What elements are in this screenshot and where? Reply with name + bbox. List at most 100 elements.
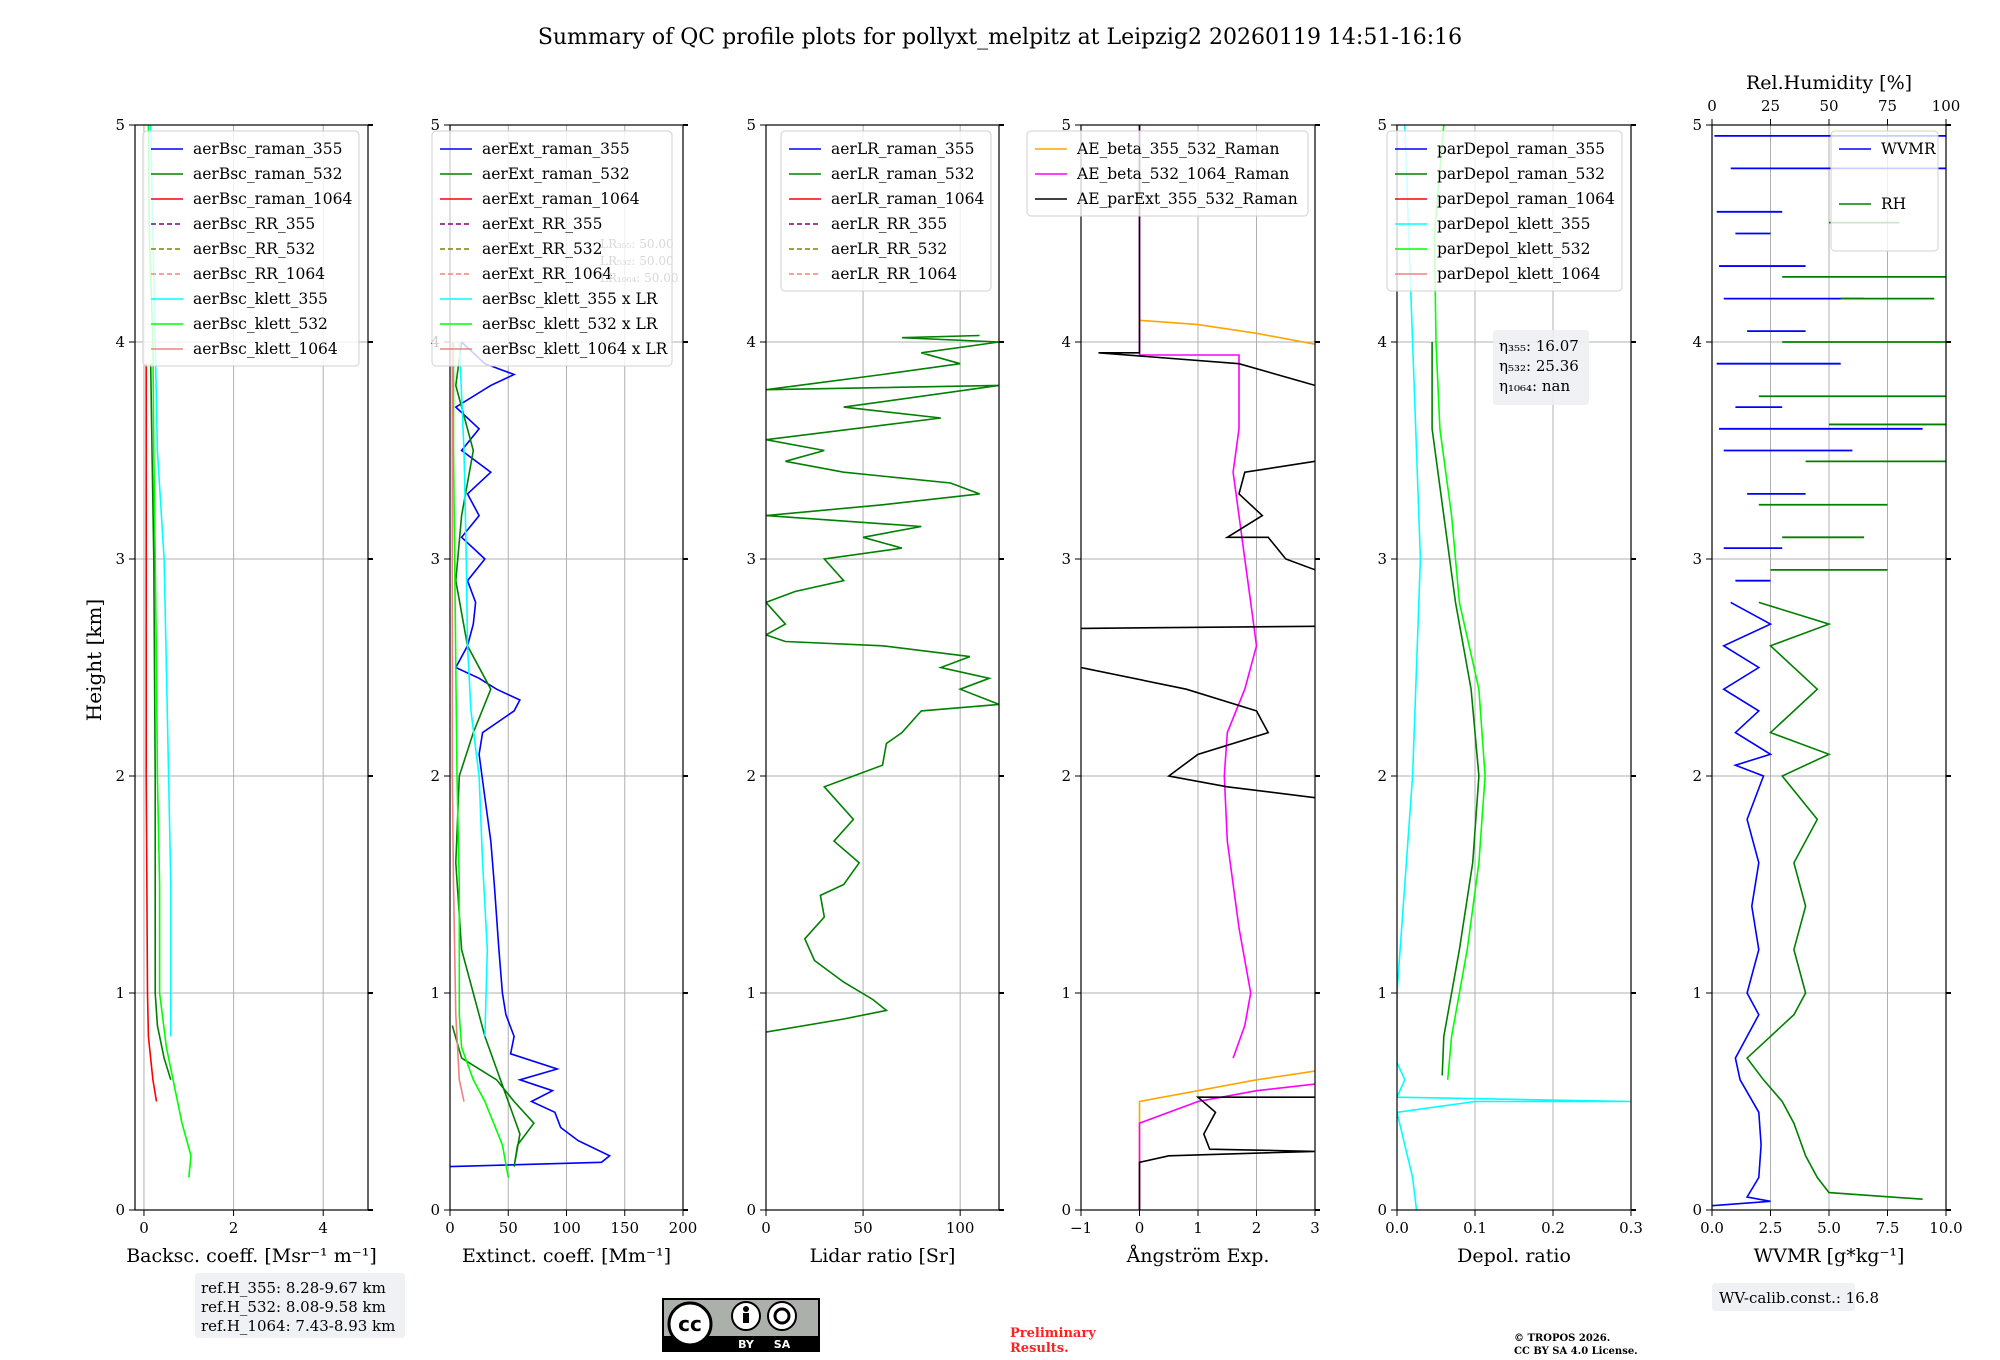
legend-label: aerLR_raman_355	[831, 140, 974, 158]
series-AE_beta_532_1064_Raman	[1138, 1083, 1315, 1210]
y-tick-label-4: 4	[746, 333, 756, 351]
legend: WVMR RH	[1830, 130, 1939, 252]
y-tick-label-5: 5	[746, 116, 756, 134]
axes-frame	[765, 124, 1000, 1211]
series-group	[1712, 134, 1946, 1207]
top-tick-label-1: 25	[1761, 97, 1780, 115]
legend: aerExt_raman_355 aerExt_raman_532 aerExt_r…	[431, 130, 673, 367]
series-aerBsc_raman_1064	[145, 363, 158, 1102]
legend-label: aerExt_RR_355	[482, 215, 603, 233]
series-AE_parExt_355_532_Raman_top2	[1098, 125, 1315, 387]
x-tick-label-1: 50	[854, 1219, 873, 1237]
y-tick-label-3: 3	[1377, 550, 1387, 568]
y-tick-label-5: 5	[1692, 116, 1702, 134]
x-axis-label: Lidar ratio [Sr]	[810, 1245, 956, 1267]
wv-calib-constant: WV-calib.const.: 16.8	[1719, 1289, 1879, 1307]
y-tick-label-3: 3	[115, 550, 125, 568]
y-axis-label: Height [km]	[82, 599, 106, 721]
legend-label: aerBsc_klett_1064	[193, 340, 338, 358]
legend: AE_beta_355_532_Raman AE_beta_532_1064_Ra…	[1026, 130, 1309, 217]
y-tick-label-2: 2	[1692, 767, 1702, 785]
series-parDepol_klett_532	[1433, 125, 1486, 1080]
y-tick-label-3: 3	[1061, 550, 1071, 568]
legend-label: aerBsc_raman_355	[193, 140, 343, 158]
series-aerExt_raman_355	[450, 341, 612, 1168]
x-tick-label-2: 100	[552, 1219, 581, 1237]
y-tick-label-0: 0	[1692, 1201, 1702, 1219]
faint-lr-label-1: LR₅₃₂: 50.00	[600, 254, 674, 268]
series-AE_beta_532_1064_Raman_upper	[1138, 125, 1258, 1059]
legend-label: WVMR	[1881, 140, 1937, 158]
x-tick-label-4: 10.0	[1929, 1219, 1962, 1237]
x-tick-label-3: 0.3	[1619, 1219, 1643, 1237]
legend-label: aerBsc_raman_1064	[193, 190, 353, 208]
series-aerBsc_raman_532	[149, 363, 172, 1081]
copyright-line-1: © TROPOS 2026.	[1514, 1333, 1610, 1344]
preliminary-line-1: Preliminary	[1010, 1326, 1096, 1341]
y-tick-label-3: 3	[746, 550, 756, 568]
series-parDepol_raman_532	[1431, 342, 1480, 1076]
ref-height-1064: ref.H_1064: 7.43-8.93 km	[201, 1317, 395, 1335]
y-tick-label-2: 2	[1061, 767, 1071, 785]
series-WVMR	[1712, 601, 1773, 1207]
ref-height-355: ref.H_355: 8.28-9.67 km	[201, 1279, 386, 1297]
series-AE_beta_355_532_Raman	[1138, 1070, 1315, 1210]
legend-label: aerBsc_klett_1064 x LR	[482, 340, 669, 358]
series-aerBsc_klett_1064 x LR	[451, 342, 465, 1102]
axes-frame	[1396, 124, 1632, 1211]
legend-label: aerBsc_RR_355	[193, 215, 315, 233]
y-tick-label-0: 0	[746, 1201, 756, 1219]
y-tick-label-0: 0	[430, 1201, 440, 1219]
legend-label: aerLR_RR_355	[831, 215, 947, 233]
top-tick-label-3: 75	[1878, 97, 1897, 115]
legend-label: aerBsc_RR_532	[193, 240, 315, 258]
legend-label: aerBsc_klett_532 x LR	[482, 315, 659, 333]
by-icon-head	[743, 1306, 749, 1312]
y-tick-label-0: 0	[1061, 1201, 1071, 1219]
eta-value-0: η₃₅₅: 16.07	[1499, 337, 1579, 355]
x-tick-label-0: 0	[761, 1219, 771, 1237]
x-tick-label-3: 150	[610, 1219, 639, 1237]
series-group	[766, 334, 999, 1033]
series-AE_parExt_355_532_Raman_top	[1224, 460, 1315, 571]
panel-ext: 050100150200012345Extinct. coeff. [Mm⁻¹]…	[430, 116, 697, 1267]
legend-label: RH	[1881, 195, 1906, 213]
by-icon-body	[743, 1313, 749, 1323]
y-tick-label-5: 5	[430, 116, 440, 134]
legend-label: aerBsc_klett_355	[193, 290, 328, 308]
x-tick-label-0: 0.0	[1385, 1219, 1409, 1237]
x-tick-label-0: 0	[139, 1219, 149, 1237]
figure-title: Summary of QC profile plots for pollyxt_…	[538, 25, 1462, 50]
series-aerLR_raman_532	[766, 334, 999, 1033]
legend-label: aerLR_raman_532	[831, 165, 974, 183]
legend-label: aerExt_raman_532	[482, 165, 630, 183]
legend: parDepol_raman_355 parDepol_raman_532 parD…	[1386, 130, 1623, 292]
y-tick-label-0: 0	[1377, 1201, 1387, 1219]
y-tick-label-4: 4	[1061, 333, 1071, 351]
y-tick-label-5: 5	[115, 116, 125, 134]
eta-box: η₃₅₅: 16.07 η₅₃₂: 25.36 η₁₀₆₄: nan	[1493, 330, 1589, 405]
legend: aerBsc_raman_355 aerBsc_raman_532 aerBsc_r…	[142, 130, 360, 367]
eta-value-1: η₅₃₂: 25.36	[1499, 357, 1579, 375]
top-axis-label: Rel.Humidity [%]	[1746, 72, 1912, 94]
legend-box	[1026, 130, 1309, 217]
y-tick-label-5: 5	[1061, 116, 1071, 134]
x-tick-label-2: 4	[318, 1219, 328, 1237]
legend-label: aerLR_RR_1064	[831, 265, 957, 283]
y-tick-label-1: 1	[746, 984, 756, 1002]
y-tick-label-2: 2	[1377, 767, 1387, 785]
legend-box	[431, 130, 673, 367]
legend-label: aerBsc_RR_1064	[193, 265, 325, 283]
eta-value-2: η₁₀₆₄: nan	[1499, 377, 1570, 395]
y-tick-label-2: 2	[430, 767, 440, 785]
y-tick-label-3: 3	[430, 550, 440, 568]
cc-by-sa-badge: cc BY SA	[662, 1298, 820, 1352]
x-tick-label-4: 3	[1310, 1219, 1320, 1237]
cc-label: cc	[678, 1312, 702, 1336]
series-group	[1081, 125, 1315, 1210]
y-tick-label-4: 4	[115, 333, 125, 351]
series-AE_parExt_355_532_Raman	[1138, 1096, 1315, 1210]
y-tick-label-2: 2	[746, 767, 756, 785]
x-tick-label-4: 200	[669, 1219, 698, 1237]
